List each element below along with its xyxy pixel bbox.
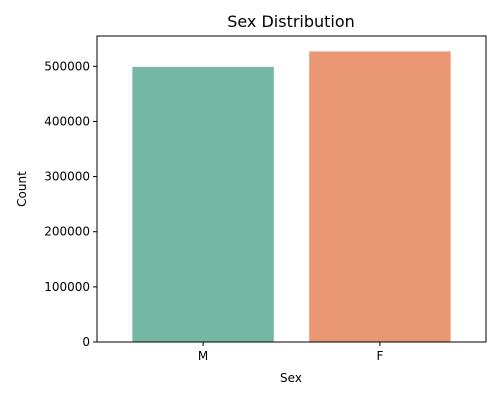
- y-tick-label: 200000: [44, 225, 90, 239]
- y-tick-label: 100000: [44, 280, 90, 294]
- y-tick-label: 500000: [44, 59, 90, 73]
- bars: [132, 51, 451, 343]
- plot-frame: [96, 35, 487, 343]
- y-tick-label: 300000: [44, 170, 90, 184]
- y-axis-label: Count: [15, 171, 29, 207]
- y-tick-label: 0: [82, 335, 90, 349]
- x-tick-label: M: [198, 349, 208, 363]
- y-axis-ticks: 0 100000 200000 300000 400000 500000: [44, 59, 97, 349]
- chart-title: Sex Distribution: [227, 12, 355, 31]
- y-tick-label: 400000: [44, 114, 90, 128]
- x-tick-label: F: [376, 349, 383, 363]
- x-axis-label: Sex: [280, 371, 302, 385]
- bar-m: [132, 66, 274, 343]
- bar-f: [309, 51, 451, 343]
